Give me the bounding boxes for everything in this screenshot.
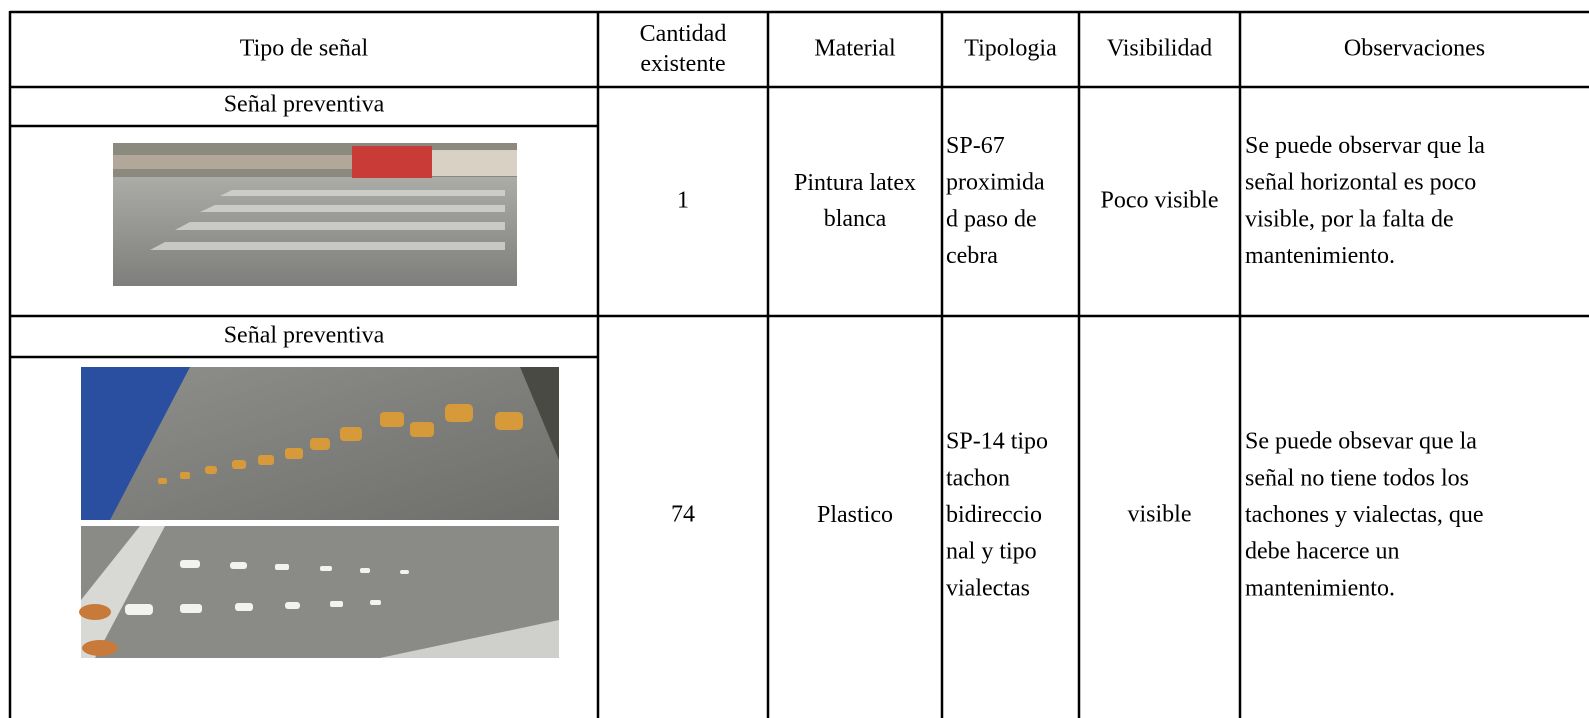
tipologia-line: proximida — [946, 169, 1045, 195]
table-rules — [8, 10, 1589, 718]
cantidad: 74 — [671, 502, 695, 528]
photo-vialectas — [79, 526, 559, 658]
tipologia-line: d paso de — [946, 206, 1037, 232]
tipo-senal: Señal preventiva — [224, 92, 385, 118]
observaciones-line: Se puede obsevar que la — [1245, 428, 1477, 454]
header-visibilidad: Visibilidad — [1107, 36, 1212, 62]
tipologia-line: SP-14 tipo — [946, 428, 1048, 454]
header-cantidad-line: existente — [640, 51, 725, 77]
header-observaciones: Observaciones — [1344, 36, 1485, 62]
observaciones-line: señal no tiene todos los — [1245, 465, 1469, 491]
observaciones-line: visible, por la falta de — [1245, 206, 1454, 232]
photo-crosswalk — [113, 143, 517, 286]
observaciones-line: señal horizontal es poco — [1245, 169, 1476, 195]
header-material: Material — [814, 36, 896, 62]
tipologia-line: nal y tipo — [946, 538, 1037, 564]
header-tipologia: Tipologia — [964, 36, 1057, 62]
material-line: blanca — [824, 206, 887, 232]
observaciones-line: Se puede observar que la — [1245, 132, 1485, 158]
tipologia-line: bidireccio — [946, 502, 1042, 528]
visibilidad: visible — [1128, 502, 1192, 528]
tipologia: SP-14 tipo tachon bidireccio nal y tipo vial… — [946, 428, 1048, 601]
tipo-senal: Señal preventiva — [224, 323, 385, 349]
observaciones: Se puede observar que la señal horizontal… — [1245, 132, 1485, 268]
observaciones-line: tachones y vialectas, que — [1245, 502, 1484, 528]
observaciones: Se puede obsevar que la señal no tiene to… — [1245, 428, 1484, 601]
observaciones-line: debe hacerce un — [1245, 538, 1400, 564]
tipologia-line: cebra — [946, 243, 998, 269]
header-tipo: Tipo de señal — [240, 36, 369, 62]
header-cantidad: Cantidad existente — [640, 21, 727, 77]
photo-road-studs — [81, 367, 559, 520]
header-cantidad-line: Cantidad — [640, 21, 727, 47]
tipologia: SP-67 proximida d paso de cebra — [946, 132, 1045, 268]
material-line: Plastico — [817, 502, 893, 528]
visibilidad: Poco visible — [1101, 188, 1219, 214]
material: Pintura latex blanca — [794, 170, 916, 232]
tipologia-line: vialectas — [946, 575, 1030, 601]
tipologia-line: tachon — [946, 465, 1010, 491]
observaciones-line: mantenimiento. — [1245, 243, 1395, 269]
tipologia-line: SP-67 — [946, 132, 1005, 158]
cantidad: 1 — [677, 188, 689, 214]
material-line: Pintura latex — [794, 170, 916, 196]
material: Plastico — [817, 502, 893, 528]
observaciones-line: mantenimiento. — [1245, 575, 1395, 601]
